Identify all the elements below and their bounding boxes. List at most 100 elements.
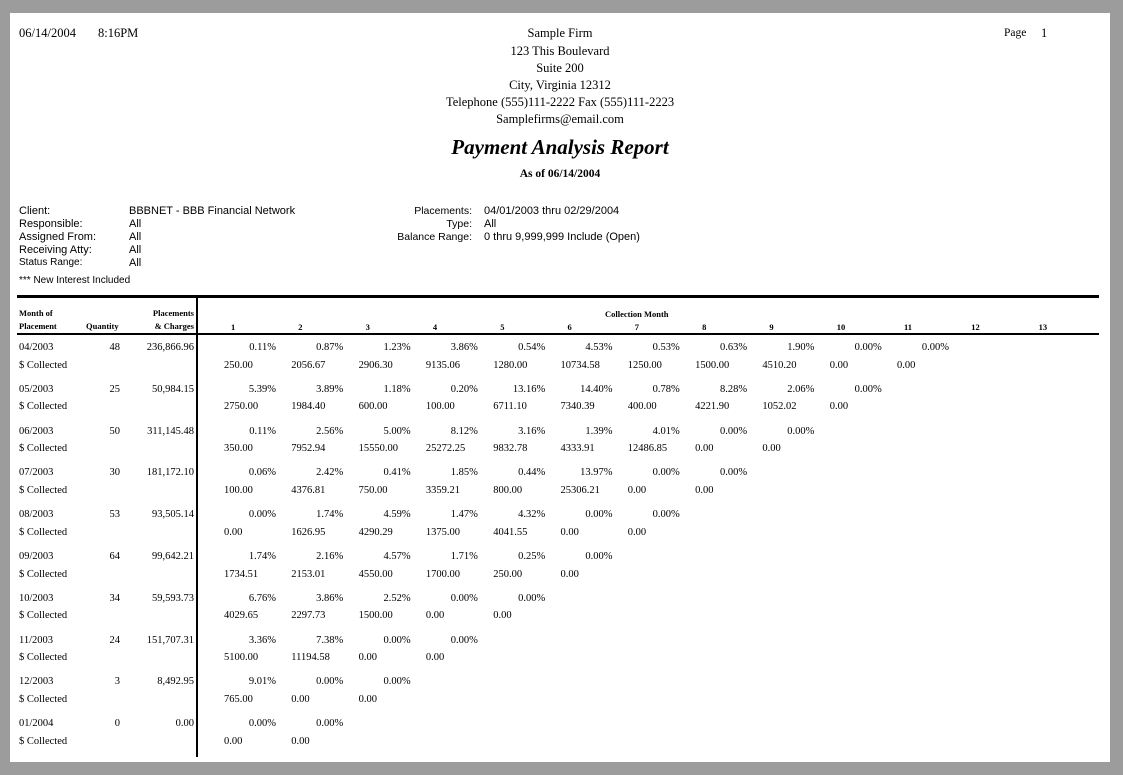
- collection-percent: 1.18%: [383, 383, 411, 395]
- collection-percent: 3.89%: [316, 383, 344, 395]
- collection-percent: 4.01%: [652, 425, 680, 437]
- filter-label: Type:: [446, 218, 472, 230]
- placement-quantity: 25: [109, 383, 121, 395]
- collected-amount: 15550.00: [358, 443, 398, 455]
- interest-note: *** New Interest Included: [19, 275, 131, 286]
- placement-month: 01/2004: [19, 718, 54, 730]
- collected-amount: 0.00: [762, 443, 781, 455]
- collection-percent: 0.44%: [518, 467, 546, 479]
- collection-percent: 0.00%: [652, 509, 680, 521]
- collected-amount: 4550.00: [358, 568, 393, 580]
- collection-percent: 9.01%: [248, 676, 276, 688]
- collection-percent: 0.54%: [518, 342, 546, 353]
- report-title: Payment Analysis Report: [451, 135, 669, 159]
- collected-label: $ Collected: [19, 401, 68, 413]
- collected-amount: 250.00: [493, 568, 523, 580]
- placement-quantity: 0: [114, 718, 120, 730]
- filter-label: Client:: [19, 205, 51, 217]
- collected-amount: 9135.06: [425, 359, 461, 371]
- collected-amount: 0.00: [829, 359, 849, 371]
- collection-percent: 8.28%: [719, 383, 748, 395]
- collection-percent: 4.59%: [383, 509, 411, 521]
- collection-percent: 1.74%: [248, 551, 276, 562]
- collection-percent: 0.00%: [316, 676, 344, 688]
- placement-quantity: 48: [109, 342, 121, 353]
- collection-percent: 1.71%: [450, 551, 478, 562]
- collection-percent: 0.00%: [719, 425, 748, 437]
- collection-percent: 0.00%: [248, 509, 276, 521]
- table-top-rule: [17, 295, 1099, 298]
- collection-percent: 14.40%: [580, 383, 613, 395]
- collection-month-header: 3: [365, 322, 370, 332]
- firm-address-1: 123 This Boulevard: [510, 44, 610, 58]
- placement-charges: 50,984.15: [152, 383, 194, 395]
- placement-month: 12/2003: [19, 676, 54, 688]
- collected-amount: 1250.00: [627, 359, 662, 371]
- collected-amount: 0.00: [425, 652, 445, 664]
- firm-phone: Telephone (555)111-2222 Fax (555)111-222…: [445, 95, 675, 109]
- filter-label: Balance Range:: [397, 231, 472, 243]
- col-placements-line1: Placements: [152, 308, 194, 318]
- filter-value: All: [129, 231, 142, 243]
- collected-amount: 10734.58: [560, 359, 600, 371]
- collected-amount: 400.00: [627, 401, 657, 413]
- collection-month-header: 2: [298, 322, 303, 332]
- collected-amount: 1626.95: [291, 526, 326, 538]
- filter-label: Receiving Atty:: [19, 244, 92, 256]
- collected-amount: 1500.00: [695, 359, 730, 371]
- collection-percent: 0.00%: [719, 467, 748, 479]
- filter-value: 0 thru 9,999,999 Include (Open): [484, 231, 640, 243]
- collected-amount: 0.00: [695, 484, 714, 496]
- collection-percent: 1.47%: [450, 509, 478, 521]
- collected-amount: 5100.00: [224, 652, 259, 664]
- col-quantity: Quantity: [86, 321, 119, 331]
- placement-charges: 311,145.48: [147, 425, 194, 437]
- col-month-line1: Month of: [19, 308, 53, 318]
- collected-amount: 0.00: [493, 610, 512, 622]
- collection-percent: 0.11%: [249, 342, 276, 353]
- col-month-line2: Placement: [19, 321, 57, 331]
- collected-amount: 4029.65: [224, 610, 259, 622]
- filter-value: 04/01/2003 thru 02/29/2004: [484, 205, 620, 217]
- placement-month: 10/2003: [19, 592, 54, 604]
- collection-percent: 3.86%: [450, 342, 478, 353]
- collection-percent: 2.42%: [316, 467, 344, 479]
- placement-charges: 151,707.31: [146, 634, 194, 646]
- collected-amount: 2297.73: [291, 610, 326, 622]
- collection-percent: 4.32%: [518, 509, 546, 521]
- collected-amount: 1500.00: [358, 610, 393, 622]
- collection-month-header: 8: [702, 322, 707, 332]
- collection-percent: 0.06%: [248, 467, 276, 479]
- collected-amount: 0.00: [358, 652, 377, 664]
- collected-label: $ Collected: [19, 693, 68, 705]
- collection-percent: 1.39%: [585, 425, 613, 437]
- page-number: 1: [1041, 26, 1048, 40]
- collection-percent: 2.16%: [316, 551, 344, 562]
- collected-amount: 4041.55: [493, 526, 528, 538]
- collection-percent: 2.06%: [787, 383, 815, 395]
- collection-month-header: 10: [836, 322, 846, 332]
- placement-month: 07/2003: [19, 467, 54, 479]
- collection-percent: 3.86%: [316, 592, 344, 604]
- collection-month-header: 6: [567, 322, 572, 332]
- collection-percent: 0.00%: [248, 718, 276, 730]
- placement-month: 08/2003: [19, 509, 54, 521]
- collection-month-header: 13: [1038, 322, 1048, 332]
- filter-label: Status Range:: [19, 257, 83, 268]
- collection-percent: 8.12%: [450, 425, 478, 437]
- placement-quantity: 64: [109, 551, 121, 562]
- collection-percent: 4.57%: [383, 551, 411, 562]
- filter-value: BBBNET - BBB Financial Network: [129, 205, 296, 217]
- placement-charges: 59,593.73: [152, 592, 194, 604]
- collected-amount: 250.00: [224, 359, 253, 371]
- collected-amount: 0.00: [224, 735, 243, 747]
- placement-month: 06/2003: [19, 425, 54, 437]
- collection-percent: 0.00%: [585, 551, 613, 562]
- collection-percent: 6.76%: [248, 592, 276, 604]
- collected-amount: 11194.58: [291, 652, 330, 664]
- collected-label: $ Collected: [19, 526, 68, 538]
- filter-label: Responsible:: [19, 218, 83, 230]
- placement-charges: 181,172.10: [146, 467, 194, 479]
- collected-amount: 750.00: [358, 484, 388, 496]
- placement-quantity: 53: [109, 509, 121, 521]
